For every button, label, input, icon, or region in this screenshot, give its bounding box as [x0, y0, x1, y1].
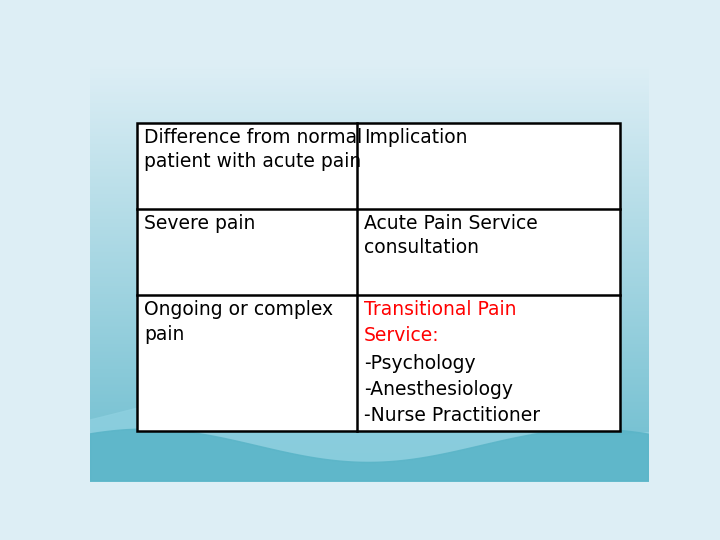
Text: Severe pain: Severe pain [144, 214, 256, 233]
Text: -Psychology: -Psychology [364, 354, 475, 373]
Text: -Nurse Practitioner: -Nurse Practitioner [364, 406, 540, 424]
Text: -Anesthesiology: -Anesthesiology [364, 380, 513, 399]
Text: Acute Pain Service
consultation: Acute Pain Service consultation [364, 214, 538, 258]
Text: Ongoing or complex
pain: Ongoing or complex pain [144, 300, 333, 343]
Text: Service:: Service: [364, 326, 439, 345]
Text: Implication: Implication [364, 128, 467, 147]
Bar [138, 123, 620, 431]
Text: Difference from normal
patient with acute pain: Difference from normal patient with acut… [144, 128, 362, 171]
Text: Transitional Pain: Transitional Pain [364, 300, 516, 319]
